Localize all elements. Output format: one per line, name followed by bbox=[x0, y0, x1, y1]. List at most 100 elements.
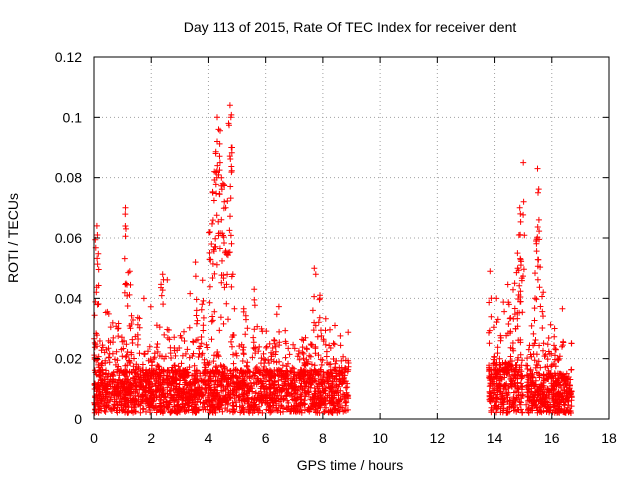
data-point bbox=[212, 243, 219, 250]
data-point bbox=[217, 383, 224, 389]
data-point bbox=[275, 303, 282, 310]
data-point bbox=[544, 356, 551, 363]
data-point bbox=[276, 328, 283, 335]
data-point bbox=[227, 156, 234, 162]
data-point bbox=[263, 406, 270, 413]
data-point bbox=[145, 348, 151, 355]
data-point bbox=[316, 380, 322, 387]
data-point bbox=[214, 162, 221, 169]
data-point bbox=[524, 407, 531, 414]
data-point bbox=[514, 323, 521, 330]
data-point bbox=[266, 340, 273, 347]
data-point bbox=[307, 367, 313, 374]
data-point bbox=[251, 372, 258, 379]
data-point bbox=[195, 354, 202, 360]
data-point bbox=[249, 354, 256, 361]
data-point bbox=[143, 388, 150, 395]
data-point bbox=[104, 381, 111, 388]
data-point bbox=[194, 317, 201, 324]
data-point bbox=[498, 401, 505, 408]
data-point bbox=[544, 399, 551, 406]
data-point bbox=[136, 315, 143, 322]
data-point bbox=[318, 361, 325, 368]
data-point bbox=[500, 385, 507, 392]
data-point bbox=[184, 346, 191, 353]
data-point bbox=[155, 371, 162, 378]
data-point bbox=[251, 302, 258, 309]
data-point bbox=[198, 340, 205, 347]
data-point bbox=[496, 366, 503, 372]
data-point bbox=[307, 353, 314, 360]
data-point bbox=[494, 350, 501, 357]
data-point bbox=[95, 301, 102, 307]
data-point bbox=[285, 406, 291, 413]
data-point bbox=[236, 393, 243, 400]
data-point bbox=[240, 344, 247, 351]
data-point bbox=[125, 269, 132, 276]
data-point bbox=[333, 381, 339, 388]
data-point bbox=[523, 362, 530, 369]
data-point bbox=[126, 392, 133, 399]
data-point bbox=[496, 355, 503, 362]
data-point bbox=[525, 386, 532, 393]
data-point bbox=[249, 395, 256, 402]
data-point bbox=[259, 371, 266, 378]
data-point bbox=[193, 320, 200, 327]
data-point bbox=[229, 334, 236, 340]
data-point bbox=[121, 337, 127, 344]
data-point bbox=[517, 380, 524, 387]
data-point bbox=[252, 390, 259, 397]
data-point bbox=[533, 404, 540, 411]
data-point bbox=[537, 403, 544, 410]
data-point bbox=[114, 379, 121, 386]
data-point bbox=[121, 289, 128, 296]
data-point bbox=[264, 386, 271, 392]
data-point bbox=[201, 368, 208, 375]
data-point bbox=[121, 255, 128, 262]
data-point bbox=[91, 401, 98, 408]
data-point bbox=[565, 388, 572, 395]
data-point bbox=[222, 385, 229, 392]
data-point bbox=[122, 354, 129, 360]
data-point bbox=[327, 345, 334, 351]
data-point bbox=[216, 159, 223, 166]
data-point bbox=[175, 363, 182, 370]
data-point bbox=[517, 262, 524, 269]
data-point bbox=[148, 366, 155, 372]
data-point bbox=[114, 409, 121, 416]
data-point bbox=[270, 351, 276, 358]
data-point bbox=[179, 352, 186, 359]
data-point bbox=[517, 210, 524, 217]
data-point bbox=[243, 362, 250, 369]
data-point bbox=[299, 344, 306, 351]
data-point bbox=[191, 394, 198, 401]
data-point bbox=[220, 320, 227, 327]
data-point bbox=[331, 341, 338, 348]
data-point bbox=[203, 341, 210, 348]
data-point bbox=[202, 397, 209, 404]
data-point bbox=[132, 392, 139, 399]
data-point bbox=[500, 367, 507, 374]
grid-lines bbox=[94, 57, 609, 419]
data-point bbox=[123, 225, 129, 232]
y-tick-label: 0 bbox=[74, 411, 82, 427]
data-point bbox=[259, 400, 266, 406]
data-point bbox=[208, 336, 215, 343]
data-point bbox=[134, 321, 141, 328]
data-point bbox=[568, 366, 575, 373]
data-point bbox=[260, 350, 267, 357]
data-point bbox=[146, 385, 153, 392]
data-point bbox=[521, 232, 528, 239]
data-point bbox=[242, 312, 249, 319]
data-point bbox=[518, 277, 525, 284]
data-point bbox=[260, 385, 267, 392]
data-point bbox=[280, 405, 287, 412]
data-point bbox=[243, 390, 250, 397]
data-point bbox=[105, 354, 112, 361]
data-point bbox=[342, 357, 349, 364]
data-point bbox=[294, 353, 301, 360]
data-point bbox=[562, 376, 569, 383]
data-point bbox=[197, 343, 204, 350]
data-point bbox=[305, 388, 312, 395]
data-point bbox=[245, 394, 252, 401]
